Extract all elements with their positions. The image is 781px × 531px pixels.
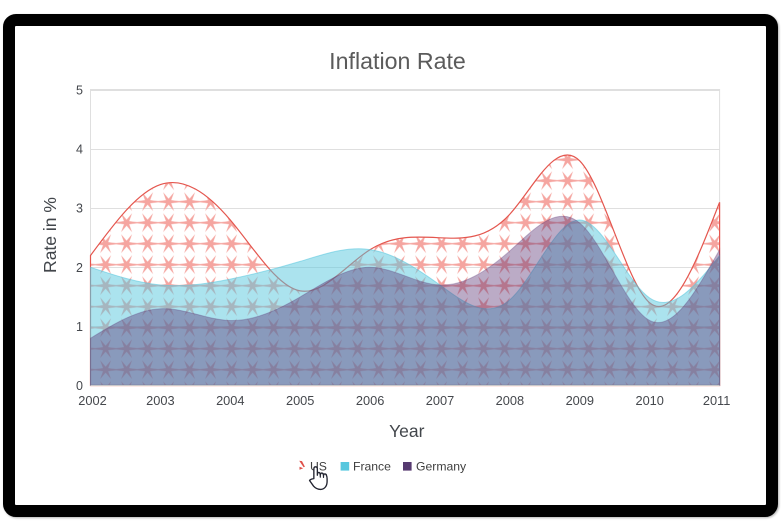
svg-text:France: France: [353, 460, 391, 474]
svg-text:2002: 2002: [78, 393, 106, 408]
svg-text:Germany: Germany: [416, 460, 467, 474]
svg-text:1: 1: [76, 320, 83, 334]
svg-text:2005: 2005: [286, 393, 314, 408]
svg-text:4: 4: [76, 143, 83, 157]
svg-text:Rate in %: Rate in %: [40, 197, 60, 273]
svg-text:US: US: [310, 460, 327, 474]
svg-text:2: 2: [76, 261, 83, 275]
svg-text:0: 0: [76, 379, 83, 393]
svg-text:2003: 2003: [146, 393, 174, 408]
svg-text:3: 3: [76, 202, 83, 216]
svg-text:5: 5: [76, 84, 83, 98]
svg-text:2008: 2008: [496, 393, 524, 408]
svg-text:2004: 2004: [216, 393, 244, 408]
svg-text:2009: 2009: [566, 393, 594, 408]
svg-text:Inflation Rate: Inflation Rate: [329, 48, 466, 74]
svg-text:2011: 2011: [703, 393, 731, 408]
svg-text:Year: Year: [389, 421, 425, 441]
svg-text:2010: 2010: [635, 393, 663, 408]
svg-text:2006: 2006: [356, 393, 384, 408]
svg-text:2007: 2007: [426, 393, 454, 408]
